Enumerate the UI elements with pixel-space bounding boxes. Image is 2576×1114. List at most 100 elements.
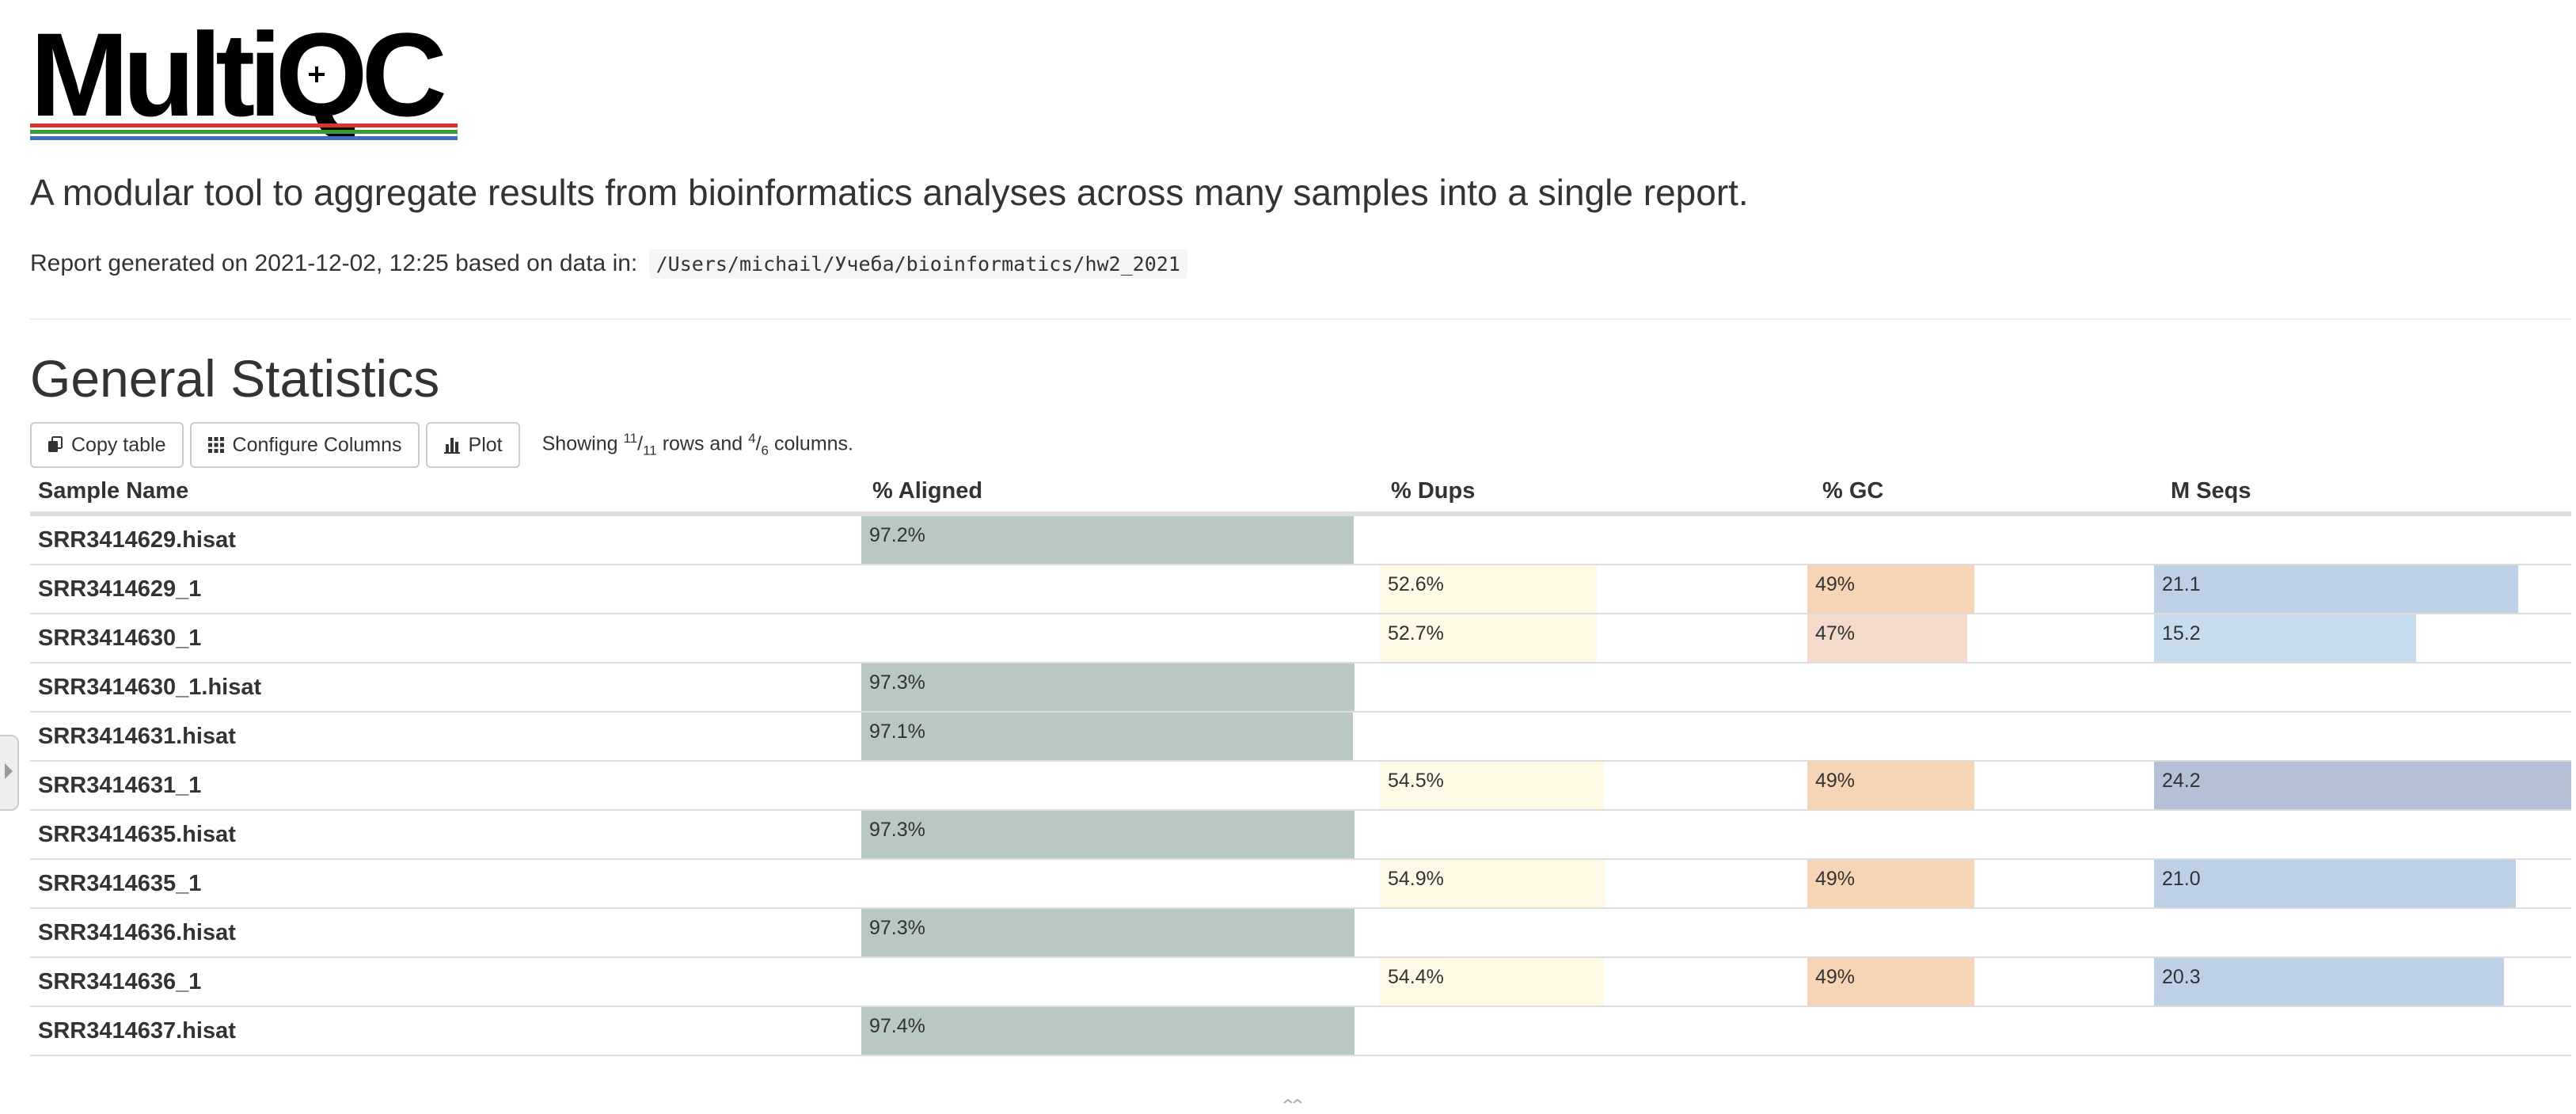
gc-cell (1807, 713, 2148, 760)
gc-cell (1807, 663, 2148, 711)
general-statistics-table: Sample Name % Aligned % Dups % GC M Seqs… (30, 475, 2571, 1056)
m-seqs-cell (2154, 516, 2571, 564)
table-row: SRR3414636_1 54.4% 49% 20.3 (30, 958, 2571, 1007)
table-body: SRR3414629.hisat 97.2% SRR3414629_1 52.6% 49… (30, 516, 2571, 1056)
m-seqs-bar (2154, 958, 2504, 1006)
copy-table-button[interactable]: Copy table (30, 422, 184, 468)
gc-cell: 49% (1807, 565, 2148, 613)
m-seqs-bar (2154, 614, 2416, 662)
dups-cell (1380, 909, 1791, 956)
sample-name-cell: SRR3414631_1 (38, 773, 202, 798)
aligned-cell (861, 614, 1368, 662)
m-seqs-cell (2154, 663, 2571, 711)
aligned-value: 97.1% (869, 720, 925, 743)
aligned-bar (861, 713, 1353, 760)
sample-name-cell: SRR3414629.hisat (38, 527, 236, 553)
m-seqs-bar (2154, 762, 2571, 809)
table-row: SRR3414637.hisat 97.4% (30, 1007, 2571, 1056)
aligned-cell: 97.3% (861, 663, 1368, 711)
table-toolbar: Copy table Configure Columns (30, 421, 853, 469)
sample-name-cell: SRR3414630_1 (38, 625, 202, 651)
aligned-cell: 97.3% (861, 811, 1368, 858)
sample-name-cell: SRR3414629_1 (38, 576, 202, 602)
m-seqs-cell: 21.0 (2154, 860, 2571, 907)
sample-name-cell: SRR3414636.hisat (38, 920, 236, 945)
aligned-cell (861, 565, 1368, 613)
dups-cell (1380, 516, 1791, 564)
sample-name-cell: SRR3414635_1 (38, 871, 202, 896)
column-header-aligned[interactable]: % Aligned (872, 478, 983, 504)
aligned-cell (861, 958, 1368, 1006)
column-header-dups[interactable]: % Dups (1391, 478, 1476, 504)
sidebar-toggle[interactable] (0, 735, 19, 811)
aligned-bar (861, 909, 1354, 956)
showing-rows-columns: Showing 11/11 rows and 4/6 columns. (541, 431, 853, 458)
gc-cell (1807, 811, 2148, 858)
multiqc-logo-graphic: MultiQC (30, 8, 458, 141)
m-seqs-cell: 21.1 (2154, 565, 2571, 613)
table-row: SRR3414629_1 52.6% 49% 21.1 (30, 565, 2571, 614)
sample-name-cell: SRR3414636_1 (38, 969, 202, 994)
table-row: SRR3414629.hisat 97.2% (30, 516, 2571, 565)
aligned-cell: 97.3% (861, 909, 1368, 956)
grid-icon (207, 436, 225, 454)
table-row: SRR3414635_1 54.9% 49% 21.0 (30, 860, 2571, 909)
m-seqs-cell: 20.3 (2154, 958, 2571, 1006)
m-seqs-cell (2154, 713, 2571, 760)
aligned-bar (861, 663, 1354, 711)
plot-button[interactable]: Plot (425, 422, 520, 468)
aligned-value: 97.4% (869, 1015, 925, 1037)
gc-cell: 49% (1807, 860, 2148, 907)
rows-total: 11 (643, 443, 657, 458)
m-seqs-value: 21.1 (2162, 573, 2201, 595)
dups-bar (1380, 762, 1604, 809)
aligned-value: 97.2% (869, 524, 925, 546)
aligned-cell (861, 860, 1368, 907)
cols-word: columns. (773, 432, 853, 455)
caret-right-icon (4, 762, 13, 784)
table-row: SRR3414631.hisat 97.1% (30, 713, 2571, 762)
gc-bar (1807, 614, 1967, 662)
copy-icon (47, 436, 63, 454)
dups-value: 54.9% (1388, 868, 1444, 890)
gc-cell: 49% (1807, 762, 2148, 809)
configure-columns-button[interactable]: Configure Columns (189, 422, 420, 468)
showing-prefix: Showing (541, 432, 618, 455)
aligned-value: 97.3% (869, 671, 925, 694)
gc-cell (1807, 516, 2148, 564)
dups-value: 54.5% (1388, 770, 1444, 792)
svg-text:MultiQC: MultiQC (30, 22, 445, 141)
gc-cell (1807, 1007, 2148, 1055)
dups-cell (1380, 713, 1791, 760)
dups-cell (1380, 663, 1791, 711)
rows-shown: 11 (623, 431, 638, 447)
aligned-cell: 97.4% (861, 1007, 1368, 1055)
dups-bar (1380, 958, 1604, 1006)
dups-bar (1380, 565, 1597, 613)
copy-table-label: Copy table (71, 433, 166, 456)
report-generated-text: Report generated on 2021-12-02, 12:25 ba… (30, 250, 638, 276)
gc-value: 49% (1815, 770, 1856, 792)
rows-word: rows and (662, 432, 743, 455)
column-header-m-seqs[interactable]: M Seqs (2171, 478, 2251, 504)
aligned-bar (861, 1007, 1354, 1055)
table-row: SRR3414631_1 54.5% 49% 24.2 (30, 762, 2571, 811)
table-row: SRR3414630_1.hisat 97.3% (30, 663, 2571, 713)
chevron-down-icon[interactable] (1282, 1096, 1303, 1114)
aligned-bar (861, 811, 1354, 858)
gc-bar (1807, 860, 1974, 907)
dups-value: 52.7% (1388, 622, 1444, 644)
m-seqs-value: 21.0 (2162, 868, 2201, 890)
aligned-cell (861, 762, 1368, 809)
m-seqs-value: 20.3 (2162, 966, 2201, 988)
gc-value: 49% (1815, 868, 1856, 890)
dups-bar (1380, 860, 1605, 907)
column-header-sample-name[interactable]: Sample Name (38, 478, 189, 504)
dups-cell: 54.4% (1380, 958, 1791, 1006)
dups-value: 54.4% (1388, 966, 1444, 988)
gc-bar (1807, 958, 1974, 1006)
dups-bar (1380, 614, 1597, 662)
m-seqs-value: 15.2 (2162, 622, 2201, 644)
dups-cell: 52.6% (1380, 565, 1791, 613)
column-header-gc[interactable]: % GC (1822, 478, 1884, 504)
